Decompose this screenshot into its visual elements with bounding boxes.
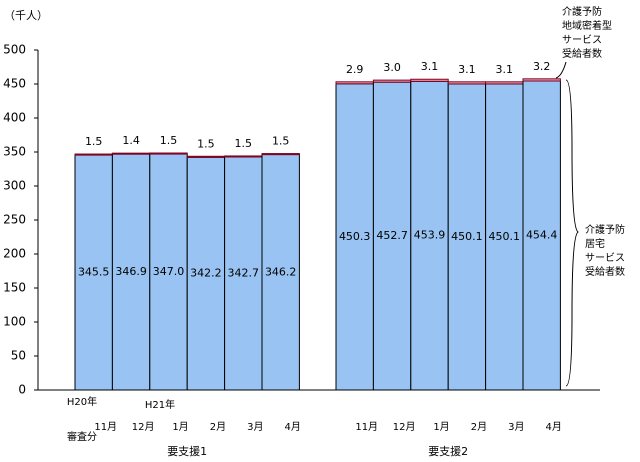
bar-segment [447,83,487,391]
x-tick-label: 4月 [285,421,301,433]
value-label: 3.0 [383,61,401,74]
x-tick-label: 4月 [546,421,562,433]
value-label: 450.1 [451,230,483,243]
value-label: 1.5 [197,137,215,150]
value-label: 1.5 [160,134,178,147]
x-tick-label: 11月 [94,421,117,433]
group-label: 要支援2 [428,444,468,458]
x-tick-label: 12月 [132,421,155,433]
value-label: 450.3 [339,230,371,243]
x-tick-label: 12月 [393,421,416,433]
bar-segment [261,154,300,391]
bar-segment [335,83,374,391]
value-label: 3.2 [533,60,551,73]
x-tick-label: 1月 [172,421,188,433]
value-label: 1.5 [85,135,103,148]
legend-label: サービス [585,252,625,264]
value-label: 342.2 [190,267,222,280]
y-tick-label: 200 [3,247,26,261]
bar-segment [372,79,412,83]
legend-label: 介護予防 [562,5,602,18]
annotation: H21年 [145,398,175,411]
bar-segment [224,156,263,391]
legend-label: 居宅 [585,237,605,250]
value-label: 3.1 [458,63,476,76]
value-label: 450.1 [489,230,521,243]
y-tick-label: 400 [3,111,26,125]
brace [565,79,579,387]
y-tick-label: 250 [3,213,26,227]
value-label: 345.5 [78,266,110,279]
x-tick-label: 2月 [210,421,226,433]
bar-segment [335,81,374,85]
pointer-line [555,61,567,79]
value-label: 1.5 [272,135,290,148]
bar-segment [149,153,188,391]
y-tick-label: 100 [3,315,26,329]
value-label: 1.5 [235,137,253,150]
value-label: 347.0 [153,265,185,278]
bar-segment [410,80,449,391]
y-axis-label: （千人） [4,9,48,22]
value-label: 454.4 [526,229,558,242]
legend-label: サービス [562,34,602,46]
legend-label: 受給者数 [562,47,602,60]
value-label: 452.7 [376,229,408,242]
bar-segment [522,80,561,391]
bar-segment [186,155,226,158]
y-tick-label: 0 [18,383,26,397]
x-tick-label: 2月 [471,421,487,433]
value-label: 2.9 [346,63,364,76]
group-label: 要支援1 [167,444,207,458]
bar-segment [485,81,524,85]
y-tick-label: 450 [3,77,26,91]
bar-segment [111,152,151,155]
x-tick-label: 11月 [355,421,378,433]
bar-segment [149,152,188,155]
legend-label: 地域密着型 [562,19,612,32]
value-label: 3.1 [496,63,514,76]
x-tick-label: 1月 [433,421,449,433]
bar-segment [111,153,151,391]
bar-segment [522,78,561,82]
annotation: H20年 [67,395,97,408]
y-tick-label: 50 [11,349,26,363]
legend-label: 介護予防 [585,223,625,236]
bar-segment [74,153,113,156]
value-label: 342.7 [228,266,260,279]
bar-segment [410,78,449,82]
annotation: 審査分 [67,430,97,443]
bar-segment [74,154,113,391]
value-label: 3.1 [421,60,439,73]
bar-segment [224,155,263,158]
value-label: 1.4 [122,134,140,147]
y-tick-label: 350 [3,145,26,159]
y-tick-label: 150 [3,281,26,295]
value-label: 346.9 [115,265,147,278]
bar-segment [447,81,487,85]
legend-label: 受給者数 [585,265,625,278]
value-label: 346.2 [265,265,297,278]
value-label: 453.9 [414,229,446,242]
bar-segment [186,156,226,391]
x-tick-label: 3月 [508,421,524,433]
x-tick-label: 3月 [247,421,263,433]
y-tick-label: 500 [3,43,26,57]
y-tick-label: 300 [3,179,26,193]
bar-segment [261,153,300,156]
